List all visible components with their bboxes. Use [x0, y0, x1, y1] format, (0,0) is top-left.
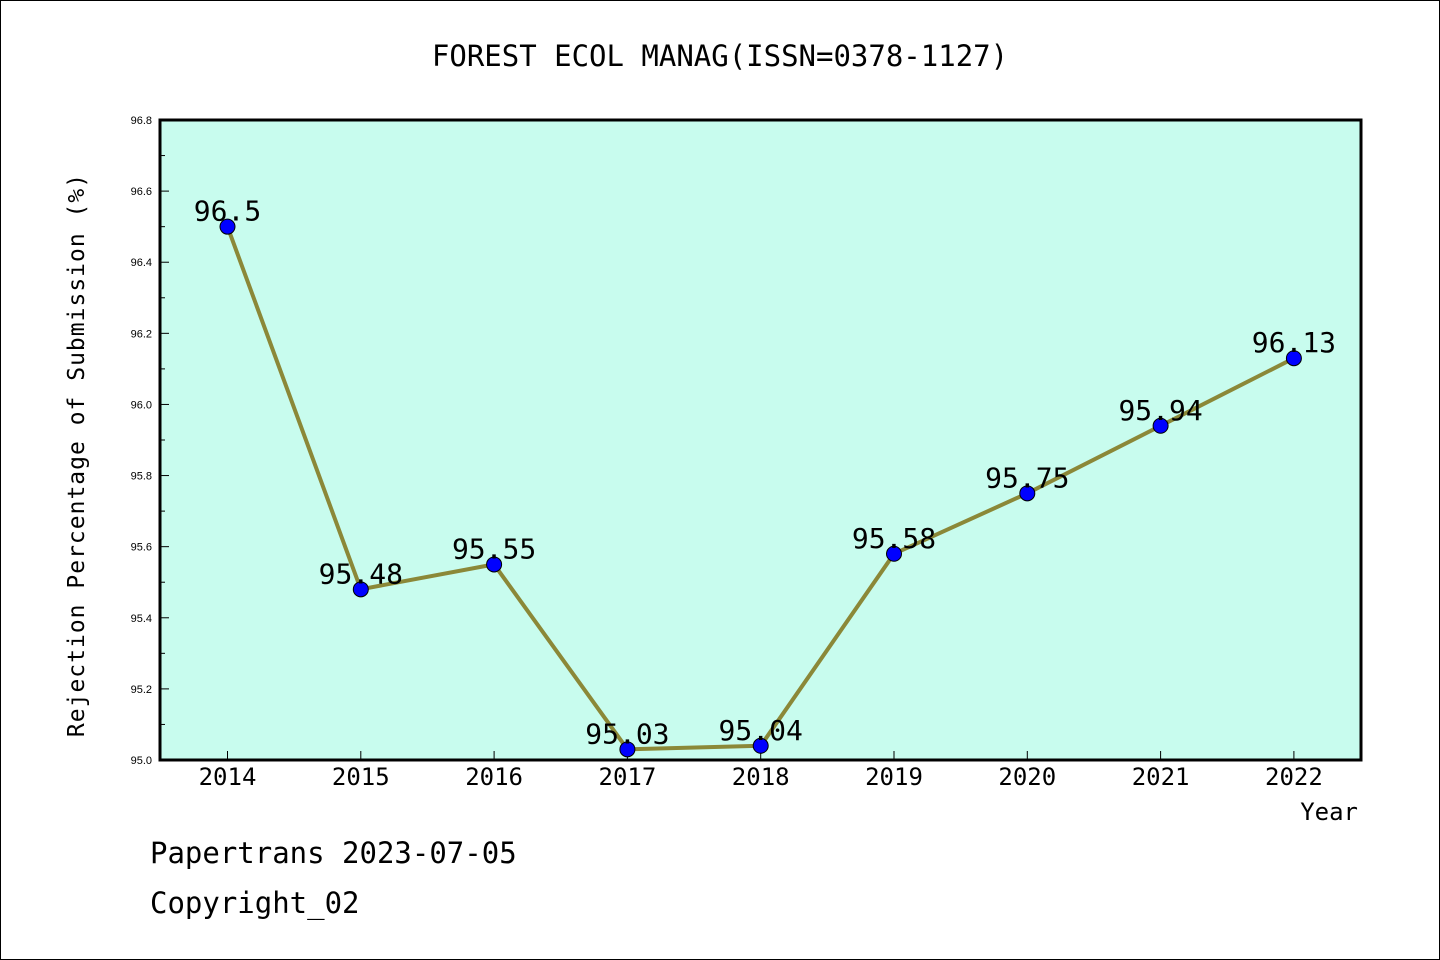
x-tick-label: 2016: [465, 763, 523, 791]
data-point: [1152, 417, 1169, 434]
data-points: [219, 218, 1302, 758]
y-tick-label: 95.4: [131, 613, 152, 625]
y-tick-label: 95.8: [131, 471, 152, 483]
data-label: 95.04: [719, 714, 803, 747]
data-label: 96.5: [194, 195, 261, 228]
x-tick-label: 2015: [332, 763, 390, 791]
data-label: 95.75: [985, 461, 1069, 494]
y-tick-label: 96.6: [131, 186, 152, 198]
y-axis-label: Rejection Percentage of Submission (%): [64, 173, 90, 737]
x-tick-label: 2019: [865, 763, 923, 791]
x-tick-label: 2021: [1132, 763, 1190, 791]
data-label: 95.03: [585, 717, 669, 750]
x-tick-label: 2022: [1265, 763, 1323, 791]
x-tick-label: 2020: [998, 763, 1056, 791]
x-tick-label: 2014: [199, 763, 257, 791]
y-tick-label: 95.2: [131, 684, 152, 696]
plot-area: [158, 118, 1363, 762]
y-tick-label: 96.8: [131, 115, 152, 127]
y-tick-label: 95.6: [131, 542, 152, 554]
x-axis-label: Year: [1300, 798, 1358, 826]
data-point: [1019, 485, 1036, 502]
y-tick-label: 96.2: [131, 328, 152, 340]
x-tick-label: 2018: [732, 763, 790, 791]
data-labels: 96.5 95.48 95.55 95.03 95.04 95.58 95.75 95.94 9…: [194, 195, 1336, 751]
data-point: [486, 556, 503, 573]
y-axis: 95.0 95.2 95.4 95.6 95.8 96.0 96.2 96.4 96.6 96.8: [131, 115, 169, 767]
footer-date: Papertrans 2023-07-05: [150, 836, 517, 870]
y-tick-label: 95.0: [131, 755, 152, 767]
data-point: [219, 218, 236, 235]
footer-copyright: Copyright_02: [150, 886, 360, 920]
data-label: 96.13: [1252, 326, 1336, 359]
data-label: 95.58: [852, 522, 936, 555]
chart-title: FOREST ECOL MANAG(ISSN=0378-1127): [432, 39, 1008, 73]
data-point: [752, 737, 769, 754]
data-label: 95.94: [1118, 394, 1202, 427]
data-label: 95.55: [452, 532, 536, 565]
data-point: [352, 581, 369, 598]
data-label: 95.48: [319, 557, 403, 590]
x-tick-label: 2017: [599, 763, 657, 791]
y-tick-label: 96.4: [131, 257, 152, 269]
y-tick-label: 96.0: [131, 399, 152, 411]
data-point: [1285, 350, 1302, 367]
x-axis: 2014 2015 2016 2017 2018 2019 2020 2021 2022: [199, 751, 1323, 791]
data-point: [886, 545, 902, 562]
data-point: [619, 741, 636, 758]
